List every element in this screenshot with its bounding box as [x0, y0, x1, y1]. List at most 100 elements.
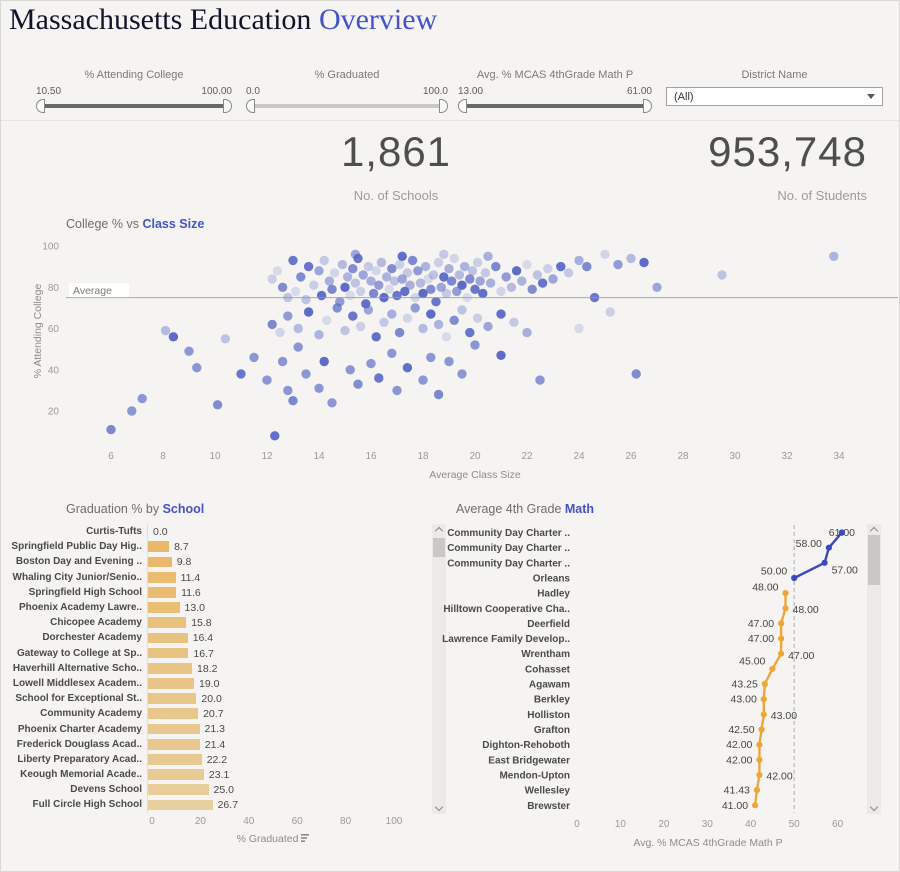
scatter-point[interactable]: [127, 406, 137, 416]
graduation-bar[interactable]: [148, 571, 176, 583]
scatter-point[interactable]: [829, 251, 839, 261]
scatter-point[interactable]: [543, 264, 553, 274]
scatter-point[interactable]: [379, 317, 389, 327]
scatter-point[interactable]: [350, 249, 361, 259]
math-point[interactable]: [756, 741, 763, 748]
scatter-point[interactable]: [342, 272, 353, 282]
scatter-point[interactable]: [137, 393, 147, 404]
scatter-point[interactable]: [418, 288, 428, 299]
district-dropdown[interactable]: (All): [666, 87, 883, 106]
scatter-point[interactable]: [277, 282, 288, 292]
scatter-point[interactable]: [472, 257, 483, 268]
scatter-point[interactable]: [348, 264, 358, 274]
graduation-bar[interactable]: [148, 602, 180, 613]
scatter-point[interactable]: [483, 321, 493, 332]
scatter-point[interactable]: [472, 313, 483, 323]
graduation-bar[interactable]: [148, 708, 199, 720]
graduation-bar[interactable]: [148, 662, 192, 674]
scatter-point[interactable]: [418, 375, 428, 385]
scatter-point[interactable]: [350, 278, 361, 288]
scatter-point[interactable]: [428, 270, 439, 280]
scatter-point[interactable]: [249, 352, 259, 363]
scatter-point[interactable]: [267, 274, 277, 284]
scatter-point[interactable]: [446, 276, 457, 286]
scatter-point[interactable]: [491, 261, 501, 272]
slider-handle-left[interactable]: [36, 99, 45, 113]
scatter-point[interactable]: [355, 286, 366, 297]
scatter-point[interactable]: [316, 290, 327, 301]
slider-handle-left[interactable]: [246, 99, 255, 113]
bar-chart-scrollbar[interactable]: [432, 524, 446, 814]
scatter-point[interactable]: [449, 253, 459, 264]
scatter-point[interactable]: [420, 261, 431, 272]
scatter-point[interactable]: [407, 255, 418, 266]
math-point[interactable]: [782, 590, 789, 597]
math-point[interactable]: [778, 650, 785, 657]
scatter-point[interactable]: [374, 373, 384, 383]
graduation-bar[interactable]: [148, 541, 170, 553]
math-chart-scrollbar[interactable]: [867, 524, 881, 814]
scatter-point[interactable]: [309, 280, 319, 290]
scatter-point[interactable]: [314, 383, 324, 393]
scrollbar-thumb[interactable]: [433, 538, 445, 557]
graduation-bar[interactable]: [148, 738, 200, 750]
scatter-point[interactable]: [457, 305, 467, 315]
scatter-point[interactable]: [314, 330, 324, 340]
scatter-point[interactable]: [288, 255, 298, 266]
scatter-point[interactable]: [374, 280, 384, 290]
scatter-point[interactable]: [220, 334, 231, 344]
scatter-point[interactable]: [470, 340, 480, 350]
scatter-point[interactable]: [426, 309, 436, 319]
scatter-point[interactable]: [192, 363, 202, 373]
scatter-point[interactable]: [283, 311, 293, 321]
math-point[interactable]: [825, 544, 833, 551]
sort-icon[interactable]: [301, 833, 310, 843]
scatter-point[interactable]: [363, 305, 374, 315]
graduation-bar[interactable]: [148, 754, 202, 765]
graduation-bar[interactable]: [148, 678, 194, 689]
scatter-point[interactable]: [288, 396, 298, 406]
scatter-point[interactable]: [433, 257, 444, 268]
scatter-point[interactable]: [296, 272, 306, 282]
scatter-point[interactable]: [441, 288, 452, 299]
scatter-point[interactable]: [262, 375, 272, 385]
scatter-point[interactable]: [384, 284, 394, 294]
scatter-point[interactable]: [444, 264, 454, 274]
math-point[interactable]: [791, 574, 798, 582]
scatter-point[interactable]: [537, 278, 548, 288]
scatter-point[interactable]: [358, 270, 368, 280]
slider-handle-right[interactable]: [223, 99, 232, 113]
math-point[interactable]: [821, 559, 828, 566]
graduation-bar[interactable]: [148, 556, 172, 568]
scatter-point[interactable]: [509, 317, 519, 327]
scatter-point[interactable]: [574, 323, 584, 334]
scatter-point[interactable]: [290, 286, 301, 297]
math-point[interactable]: [760, 696, 767, 703]
scatter-point[interactable]: [387, 348, 397, 358]
scatter-point[interactable]: [275, 327, 285, 338]
scatter-point[interactable]: [436, 282, 446, 292]
scatter-point[interactable]: [441, 332, 452, 342]
scatter-point[interactable]: [501, 272, 511, 282]
scatter-point[interactable]: [394, 327, 405, 338]
scatter-point[interactable]: [454, 270, 465, 280]
scatter-point[interactable]: [368, 288, 379, 299]
scatter-point[interactable]: [431, 297, 441, 307]
slider-track[interactable]: [461, 104, 649, 108]
scatter-point[interactable]: [496, 286, 506, 297]
scatter-point[interactable]: [236, 369, 246, 379]
graduation-bar[interactable]: [148, 769, 204, 780]
scatter-point[interactable]: [324, 276, 335, 286]
scatter-point[interactable]: [355, 321, 366, 332]
slider-handle-right[interactable]: [439, 99, 448, 113]
scatter-point[interactable]: [319, 255, 329, 266]
scatter-point[interactable]: [548, 274, 558, 284]
scatter-point[interactable]: [439, 272, 449, 282]
scatter-point[interactable]: [340, 282, 350, 292]
scatter-point[interactable]: [439, 249, 449, 259]
scatter-point[interactable]: [522, 259, 532, 270]
scatter-point[interactable]: [418, 323, 428, 334]
scatter-point[interactable]: [345, 290, 355, 301]
scroll-up-icon[interactable]: [869, 526, 879, 536]
scatter-point[interactable]: [293, 323, 303, 334]
